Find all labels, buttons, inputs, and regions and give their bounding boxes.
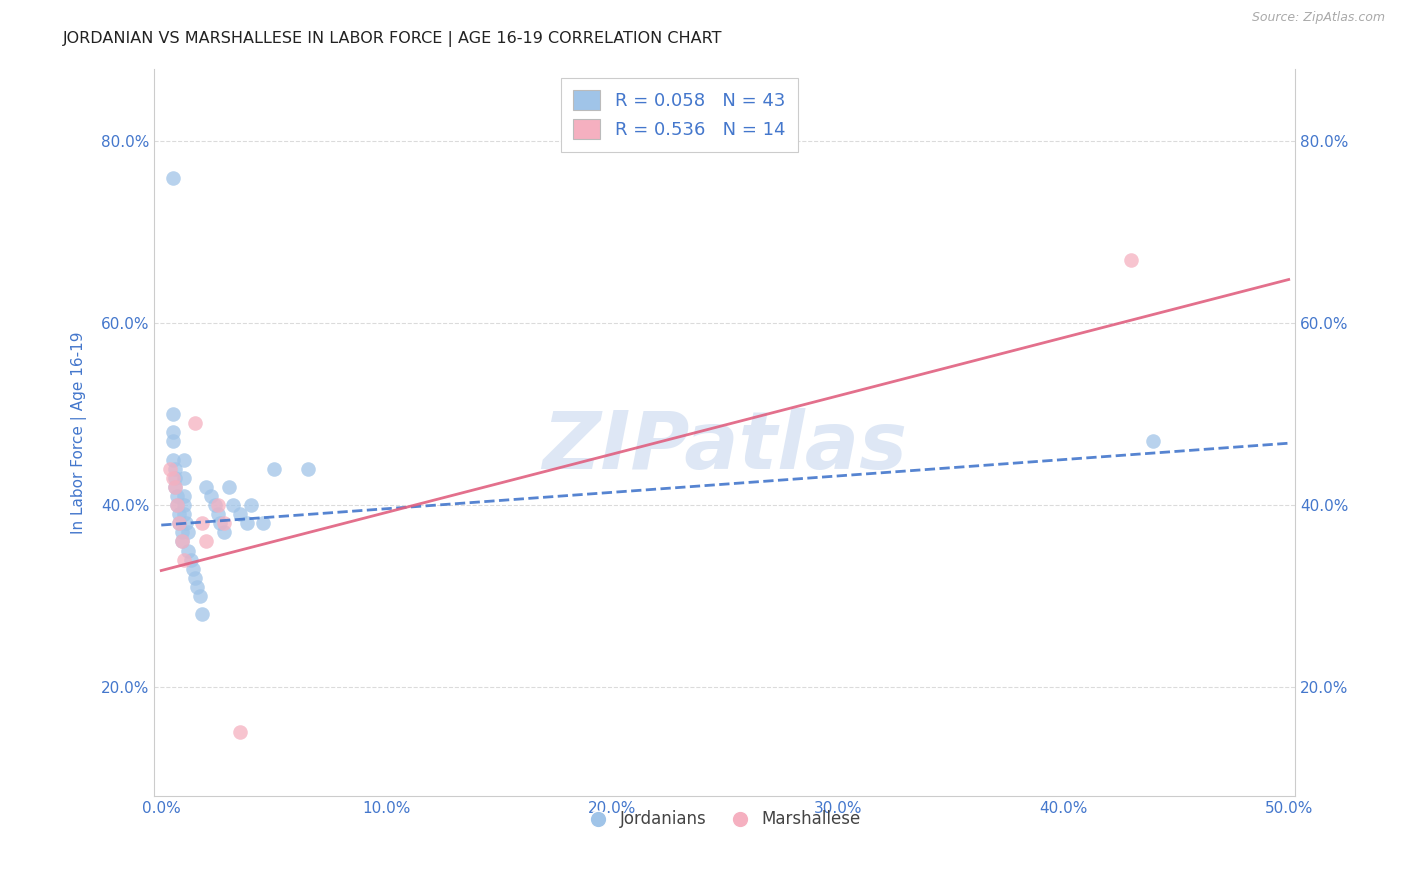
Text: JORDANIAN VS MARSHALLESE IN LABOR FORCE | AGE 16-19 CORRELATION CHART: JORDANIAN VS MARSHALLESE IN LABOR FORCE … [63,31,723,47]
Point [180,552,202,566]
Point [1119,252,1142,267]
Point [170,525,193,540]
Point [229,507,252,521]
Point [195,480,218,494]
Point [162,425,184,440]
Point [240,498,263,512]
Point [162,471,184,485]
Point [170,534,193,549]
Point [252,516,274,531]
Point [236,516,259,531]
Point [169,507,191,521]
Y-axis label: In Labor Force | Age 16-19: In Labor Force | Age 16-19 [72,331,87,533]
Point [163,480,186,494]
Point [173,452,195,467]
Point [200,489,222,503]
Point [229,725,252,739]
Point [195,534,218,549]
Point [222,498,245,512]
Point [207,507,229,521]
Point [297,461,319,475]
Point [177,525,200,540]
Point [184,416,207,430]
Point [191,607,214,622]
Point [181,562,204,576]
Point [166,498,188,512]
Point [177,543,200,558]
Point [218,480,240,494]
Point [214,516,236,531]
Point [162,434,184,449]
Point [173,507,195,521]
Point [214,525,236,540]
Legend: Jordanians, Marshallese: Jordanians, Marshallese [583,804,868,835]
Point [173,498,195,512]
Point [173,489,195,503]
Point [204,498,226,512]
Text: Source: ZipAtlas.com: Source: ZipAtlas.com [1251,11,1385,24]
Point [163,471,186,485]
Point [170,534,193,549]
Point [1142,434,1164,449]
Point [159,461,181,475]
Point [173,471,195,485]
Point [166,489,188,503]
Text: ZIPatlas: ZIPatlas [543,408,907,486]
Point [169,516,191,531]
Point [166,498,188,512]
Point [174,516,197,531]
Point [186,580,208,594]
Point [163,480,186,494]
Point [184,571,207,585]
Point [191,516,214,531]
Point [207,498,229,512]
Point [163,461,186,475]
Point [173,552,195,566]
Point [263,461,285,475]
Point [162,407,184,421]
Point [162,170,184,185]
Point [208,516,231,531]
Point [188,589,211,603]
Point [169,516,191,531]
Point [162,452,184,467]
